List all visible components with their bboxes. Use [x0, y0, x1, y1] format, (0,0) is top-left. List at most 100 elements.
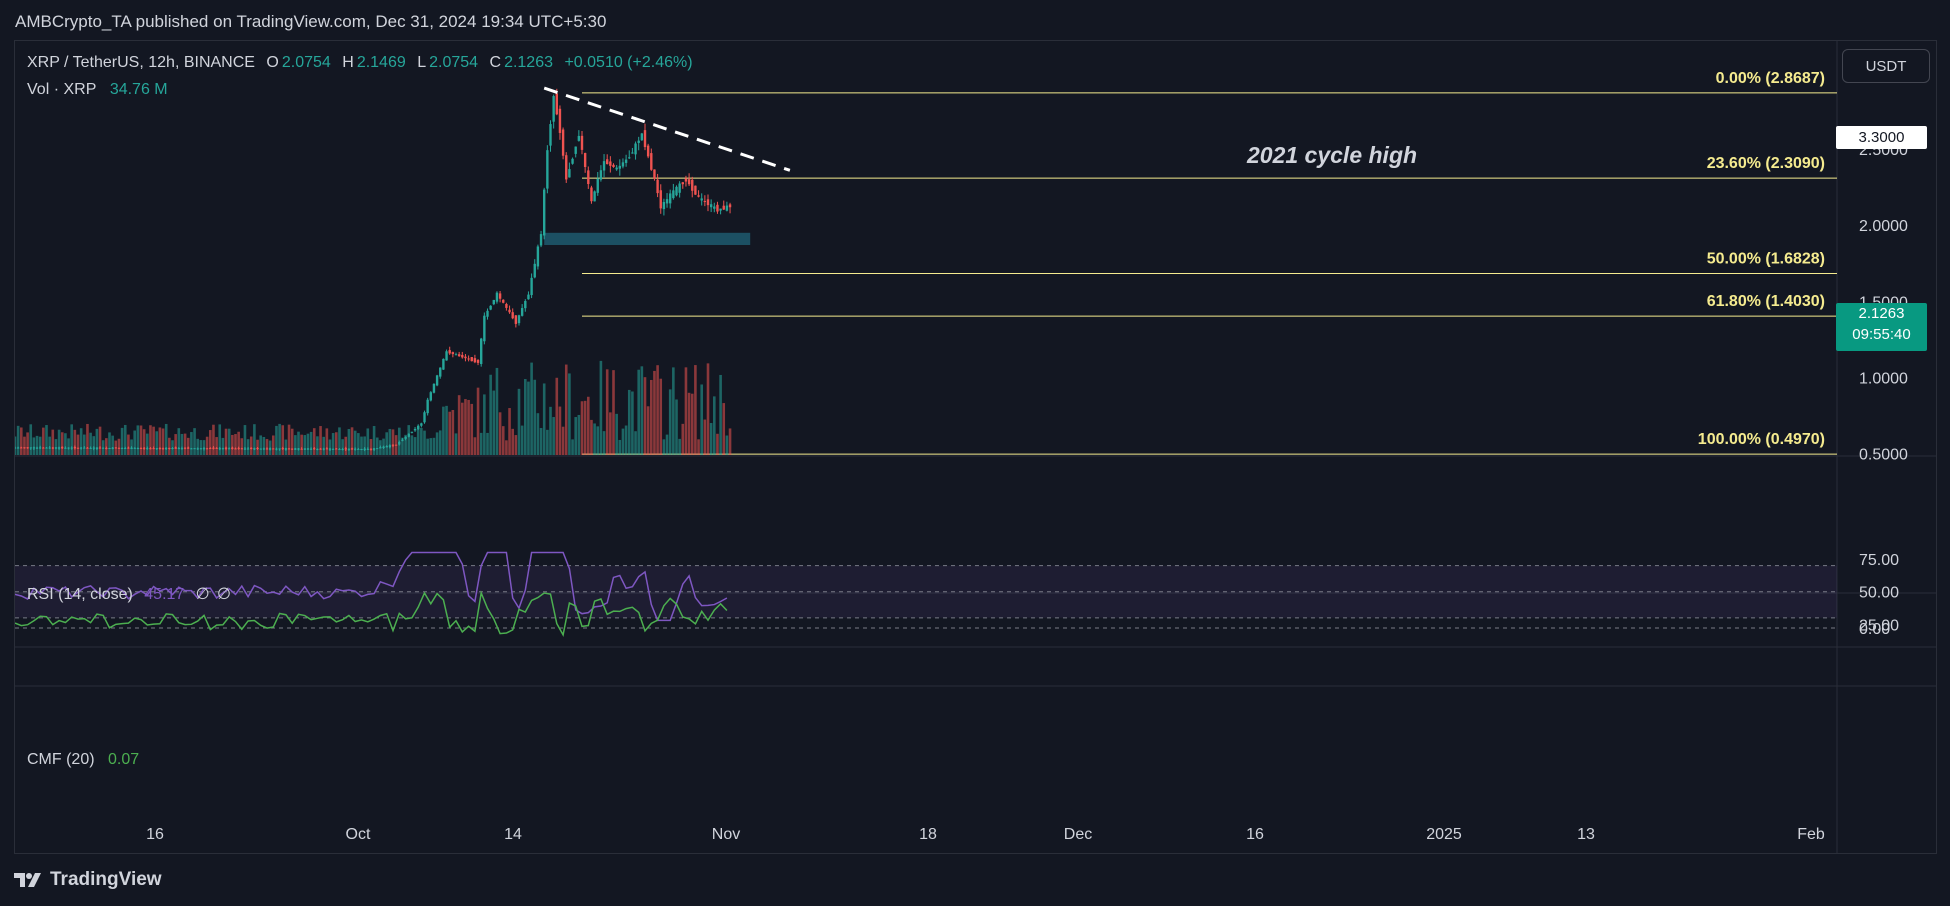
volume-bar	[262, 436, 266, 455]
time-axis-tick: 2025	[1426, 826, 1462, 843]
candle-body	[451, 352, 455, 355]
volume-bar	[341, 439, 344, 455]
volume-bar	[142, 429, 146, 455]
volume-bar	[375, 437, 379, 455]
close-label: C	[489, 54, 502, 71]
volume-bar	[290, 428, 294, 455]
volume-bar	[448, 411, 451, 455]
candle-body	[662, 202, 666, 210]
volume-bar	[653, 370, 656, 455]
volume-bar	[199, 440, 203, 455]
volume-bar	[168, 437, 171, 455]
volume-bar	[38, 436, 42, 455]
volume-label[interactable]: Vol · XRP	[27, 81, 97, 98]
volume-bar	[501, 426, 505, 455]
volume-bar	[278, 423, 281, 455]
candle-body	[536, 246, 540, 267]
price-axis-tick: 2.0000	[1859, 218, 1908, 235]
volume-bar	[533, 379, 537, 455]
volume-bar	[205, 436, 209, 455]
candle-body	[495, 292, 499, 302]
volume-bar	[347, 428, 351, 455]
rsi-label[interactable]: RSI (14, close)	[27, 586, 133, 603]
volume-bar	[183, 433, 187, 455]
chart-frame[interactable]: −23.60% (3.4284)0.00% (2.8687)23.60% (2.…	[14, 40, 1937, 854]
volume-bar	[209, 430, 212, 455]
volume-bar	[536, 413, 540, 455]
tradingview-logo-text[interactable]: TradingView	[50, 869, 162, 890]
volume-bar	[637, 369, 640, 455]
volume-bar	[281, 425, 285, 455]
volume-bar	[646, 406, 650, 455]
volume-bar	[114, 440, 118, 455]
candle-body	[719, 208, 722, 211]
volume-bar	[379, 440, 382, 455]
volume-bar	[23, 436, 26, 455]
cmf-line	[15, 590, 728, 638]
volume-bar	[133, 430, 136, 455]
volume-bar	[15, 436, 17, 455]
volume-bar	[571, 439, 574, 455]
volume-bar	[155, 431, 159, 455]
cmf-label[interactable]: CMF (20)	[27, 751, 95, 768]
candle-body	[665, 199, 669, 204]
volume-bar	[713, 396, 716, 455]
volume-bar	[139, 425, 143, 455]
volume-bar	[530, 362, 533, 455]
volume-bar	[193, 428, 196, 455]
candle-body	[580, 135, 584, 150]
currency-button[interactable]: USDT	[1842, 49, 1930, 83]
volume-bar	[111, 435, 114, 455]
rsi-extra-1: ∅	[195, 586, 210, 603]
volume-bar	[416, 426, 420, 455]
volume-bar	[328, 439, 332, 455]
volume-bar	[237, 431, 240, 455]
tradingview-logo-icon[interactable]	[14, 871, 42, 889]
volume-bar	[253, 424, 256, 455]
rsi-axis-tick: 25.00	[1859, 617, 1899, 634]
volume-bar	[728, 428, 732, 455]
candle-body	[423, 412, 426, 423]
candle-body	[508, 309, 511, 313]
candle-body	[684, 178, 688, 182]
volume-bar	[240, 438, 244, 455]
candle-body	[615, 167, 618, 170]
candle-body	[593, 191, 596, 202]
volume-bar	[284, 439, 288, 455]
volume-bar	[79, 428, 83, 455]
candle-body	[514, 315, 518, 324]
candle-body	[505, 303, 508, 308]
time-axis-tick: 13	[1577, 826, 1595, 843]
volume-bar	[265, 439, 269, 455]
chart-canvas[interactable]: −23.60% (3.4284)0.00% (2.8687)23.60% (2.…	[15, 41, 1936, 853]
volume-bar	[300, 434, 303, 455]
volume-bar	[596, 426, 600, 455]
candle-body	[624, 159, 628, 163]
candle-body	[461, 354, 464, 358]
volume-bar	[524, 379, 527, 455]
volume-bar	[294, 435, 297, 455]
volume-bar	[130, 439, 133, 455]
volume-bar	[360, 436, 363, 455]
change-value: +0.0510 (+2.46%)	[564, 54, 693, 71]
candle-body	[549, 124, 552, 146]
candle-body	[583, 153, 587, 168]
volume-bar	[719, 374, 722, 455]
candle-body	[694, 185, 697, 195]
candle-body	[703, 201, 707, 203]
time-axis-tick: 16	[1246, 826, 1264, 843]
symbol-label[interactable]: XRP / TetherUS, 12h, BINANCE	[27, 54, 255, 71]
volume-bar	[70, 424, 73, 455]
volume-bar	[105, 438, 108, 455]
rsi-value: 45.17	[144, 586, 185, 603]
volume-bar	[64, 433, 67, 455]
candle-body	[476, 360, 480, 363]
last-price-tag: 2.1263 09:55:40	[1836, 303, 1927, 351]
volume-bar	[423, 430, 426, 455]
volume-bar	[511, 428, 514, 455]
candle-body	[555, 93, 558, 115]
bar-countdown: 09:55:40	[1852, 326, 1911, 343]
candle-body	[480, 338, 483, 364]
publisher-text: AMBCrypto_TA published on TradingView.co…	[15, 12, 607, 31]
candle-body	[492, 299, 495, 305]
